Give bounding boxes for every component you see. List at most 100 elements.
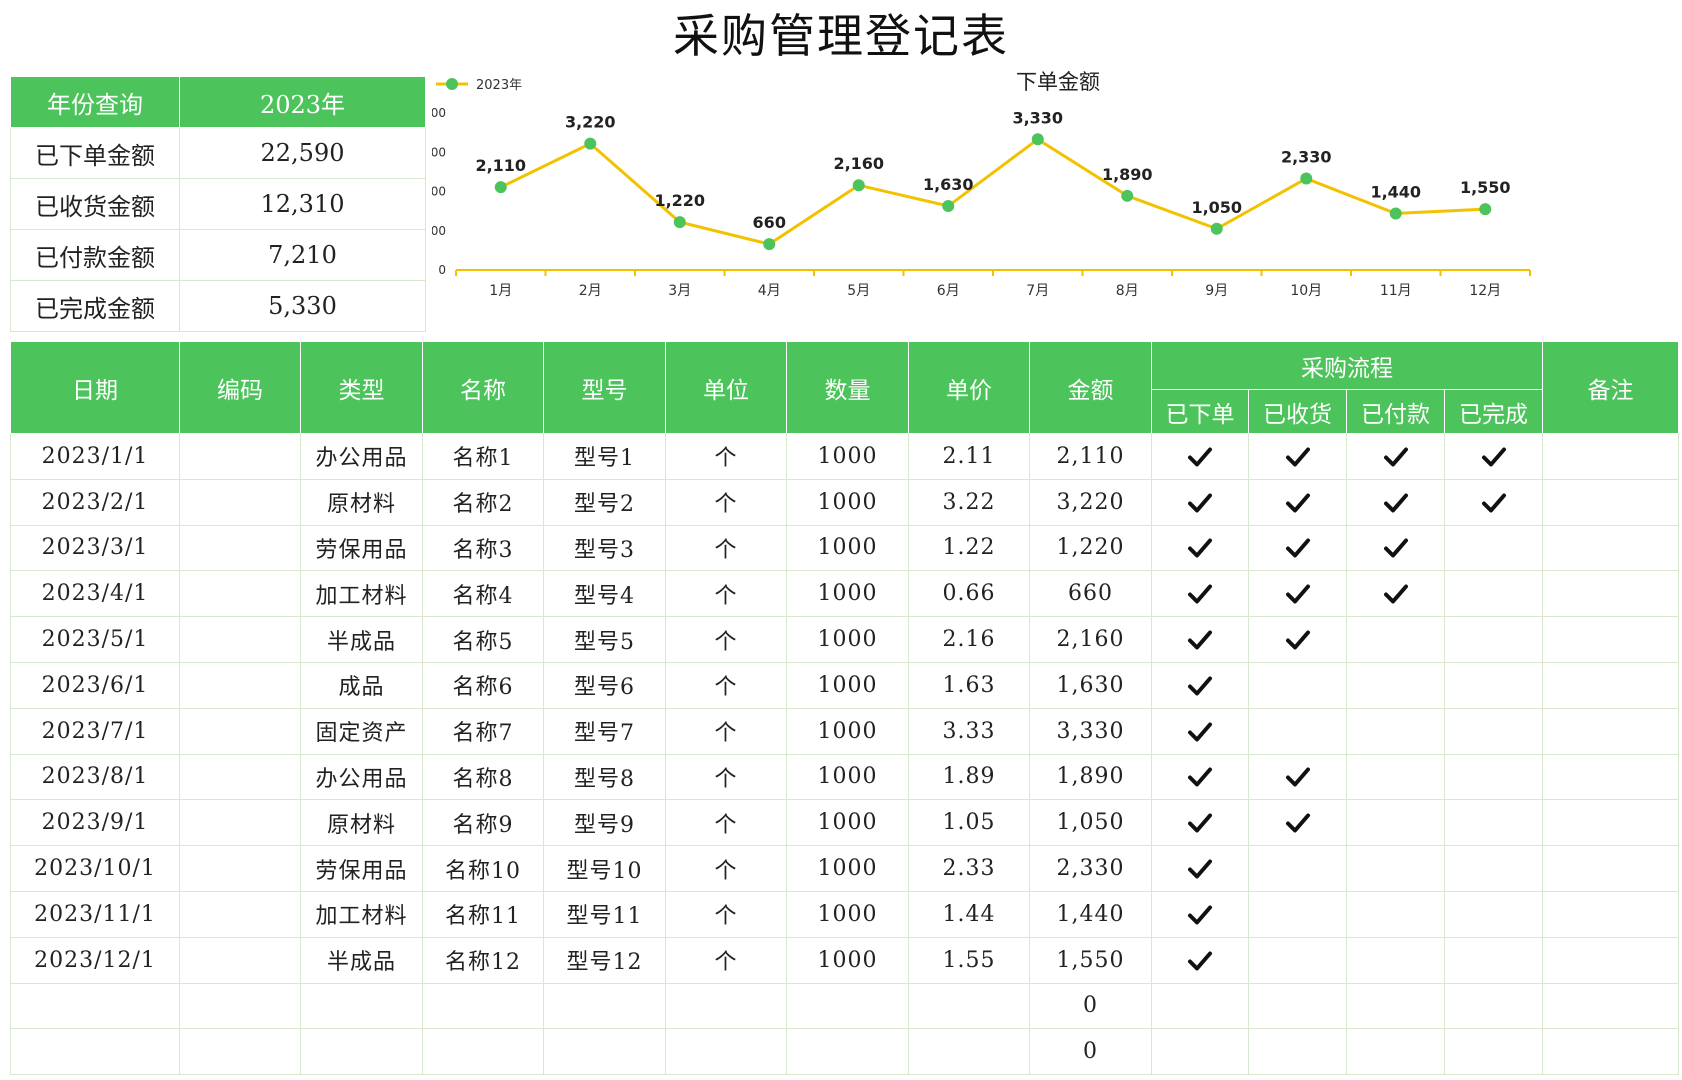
cell-qty[interactable]: 1000: [786, 433, 909, 480]
cell-price[interactable]: 1.22: [908, 524, 1030, 572]
cell-paid[interactable]: [1346, 799, 1445, 847]
cell-paid[interactable]: [1346, 478, 1445, 526]
cell-received[interactable]: [1248, 478, 1347, 526]
col-header-remark[interactable]: 备注: [1542, 341, 1679, 434]
cell-unit[interactable]: 个: [665, 707, 787, 755]
cell-received[interactable]: [1248, 707, 1347, 755]
cell-date[interactable]: 2023/6/1: [10, 661, 180, 709]
cell-paid[interactable]: [1346, 433, 1445, 480]
col-header-completed[interactable]: 已完成: [1444, 389, 1543, 434]
cell-type[interactable]: 劳保用品: [300, 845, 423, 892]
cell-code[interactable]: [179, 478, 301, 526]
cell-ordered[interactable]: [1151, 570, 1249, 618]
cell-price[interactable]: 3.33: [908, 707, 1030, 755]
cell-name[interactable]: 名称12: [422, 936, 544, 984]
table-row[interactable]: 2023/6/1 成品 名称6 型号6 个 1000 1.63 1,630: [10, 661, 1679, 709]
cell-price[interactable]: [908, 982, 1030, 1030]
cell-paid[interactable]: [1346, 524, 1445, 572]
cell-model[interactable]: 型号6: [543, 661, 666, 709]
cell-model[interactable]: 型号12: [543, 936, 666, 984]
cell-code[interactable]: [179, 845, 301, 892]
cell-ordered[interactable]: [1151, 890, 1249, 938]
cell-completed[interactable]: [1444, 524, 1543, 572]
cell-qty[interactable]: [786, 982, 909, 1030]
cell-completed[interactable]: [1444, 890, 1543, 938]
cell-code[interactable]: [179, 982, 301, 1030]
cell-qty[interactable]: 1000: [786, 661, 909, 709]
cell-amount[interactable]: 3,330: [1029, 707, 1152, 755]
cell-ordered[interactable]: [1151, 845, 1249, 892]
col-header-ordered[interactable]: 已下单: [1151, 389, 1249, 434]
cell-unit[interactable]: 个: [665, 478, 787, 526]
col-header-name[interactable]: 名称: [422, 341, 544, 434]
cell-received[interactable]: [1248, 661, 1347, 709]
cell-paid[interactable]: [1346, 1028, 1445, 1076]
col-header-price[interactable]: 单价: [908, 341, 1030, 434]
cell-type[interactable]: 办公用品: [300, 753, 423, 801]
cell-received[interactable]: [1248, 890, 1347, 938]
table-row[interactable]: 2023/7/1 固定资产 名称7 型号7 个 1000 3.33 3,330: [10, 707, 1679, 755]
cell-paid[interactable]: [1346, 845, 1445, 892]
data-point[interactable]: [1031, 133, 1044, 146]
col-header-paid[interactable]: 已付款: [1346, 389, 1445, 434]
cell-name[interactable]: 名称1: [422, 433, 544, 480]
cell-ordered[interactable]: [1151, 936, 1249, 984]
cell-name[interactable]: 名称8: [422, 753, 544, 801]
cell-paid[interactable]: [1346, 890, 1445, 938]
cell-unit[interactable]: 个: [665, 524, 787, 572]
cell-date[interactable]: 2023/12/1: [10, 936, 180, 984]
cell-ordered[interactable]: [1151, 433, 1249, 480]
cell-unit[interactable]: 个: [665, 753, 787, 801]
cell-qty[interactable]: [786, 1028, 909, 1076]
cell-amount[interactable]: 1,220: [1029, 524, 1152, 572]
cell-received[interactable]: [1248, 753, 1347, 801]
cell-type[interactable]: 加工材料: [300, 570, 423, 618]
cell-type[interactable]: 固定资产: [300, 707, 423, 755]
cell-completed[interactable]: [1444, 433, 1543, 480]
cell-model[interactable]: 型号8: [543, 753, 666, 801]
cell-ordered[interactable]: [1151, 982, 1249, 1030]
cell-unit[interactable]: 个: [665, 661, 787, 709]
cell-type[interactable]: 办公用品: [300, 433, 423, 480]
cell-model[interactable]: 型号5: [543, 616, 666, 663]
cell-remark[interactable]: [1542, 936, 1679, 984]
cell-remark[interactable]: [1542, 1028, 1679, 1076]
cell-completed[interactable]: [1444, 753, 1543, 801]
cell-amount[interactable]: 1,440: [1029, 890, 1152, 938]
cell-price[interactable]: 1.89: [908, 753, 1030, 801]
year-query-value[interactable]: 2023年: [179, 76, 426, 128]
cell-paid[interactable]: [1346, 753, 1445, 801]
cell-unit[interactable]: 个: [665, 845, 787, 892]
col-header-unit[interactable]: 单位: [665, 341, 787, 434]
col-header-received[interactable]: 已收货: [1248, 389, 1347, 434]
cell-received[interactable]: [1248, 433, 1347, 480]
cell-type[interactable]: 半成品: [300, 616, 423, 663]
table-row[interactable]: 2023/5/1 半成品 名称5 型号5 个 1000 2.16 2,160: [10, 616, 1679, 663]
cell-price[interactable]: [908, 1028, 1030, 1076]
cell-code[interactable]: [179, 570, 301, 618]
data-point[interactable]: [1389, 207, 1402, 220]
data-point[interactable]: [584, 137, 597, 150]
cell-name[interactable]: 名称11: [422, 890, 544, 938]
table-row[interactable]: 2023/10/1 劳保用品 名称10 型号10 个 1000 2.33 2,330: [10, 845, 1679, 892]
cell-qty[interactable]: 1000: [786, 570, 909, 618]
cell-remark[interactable]: [1542, 524, 1679, 572]
cell-amount[interactable]: 1,050: [1029, 799, 1152, 847]
cell-remark[interactable]: [1542, 890, 1679, 938]
table-row[interactable]: 2023/2/1 原材料 名称2 型号2 个 1000 3.22 3,220: [10, 478, 1679, 526]
cell-completed[interactable]: [1444, 799, 1543, 847]
cell-paid[interactable]: [1346, 982, 1445, 1030]
cell-qty[interactable]: 1000: [786, 799, 909, 847]
cell-received[interactable]: [1248, 570, 1347, 618]
cell-ordered[interactable]: [1151, 753, 1249, 801]
cell-received[interactable]: [1248, 982, 1347, 1030]
cell-remark[interactable]: [1542, 570, 1679, 618]
cell-type[interactable]: 原材料: [300, 799, 423, 847]
cell-amount[interactable]: 0: [1029, 982, 1152, 1030]
cell-amount[interactable]: 2,160: [1029, 616, 1152, 663]
cell-name[interactable]: 名称9: [422, 799, 544, 847]
cell-unit[interactable]: 个: [665, 936, 787, 984]
data-point[interactable]: [1300, 172, 1313, 185]
table-row[interactable]: 2023/4/1 加工材料 名称4 型号4 个 1000 0.66 660: [10, 570, 1679, 618]
cell-received[interactable]: [1248, 845, 1347, 892]
